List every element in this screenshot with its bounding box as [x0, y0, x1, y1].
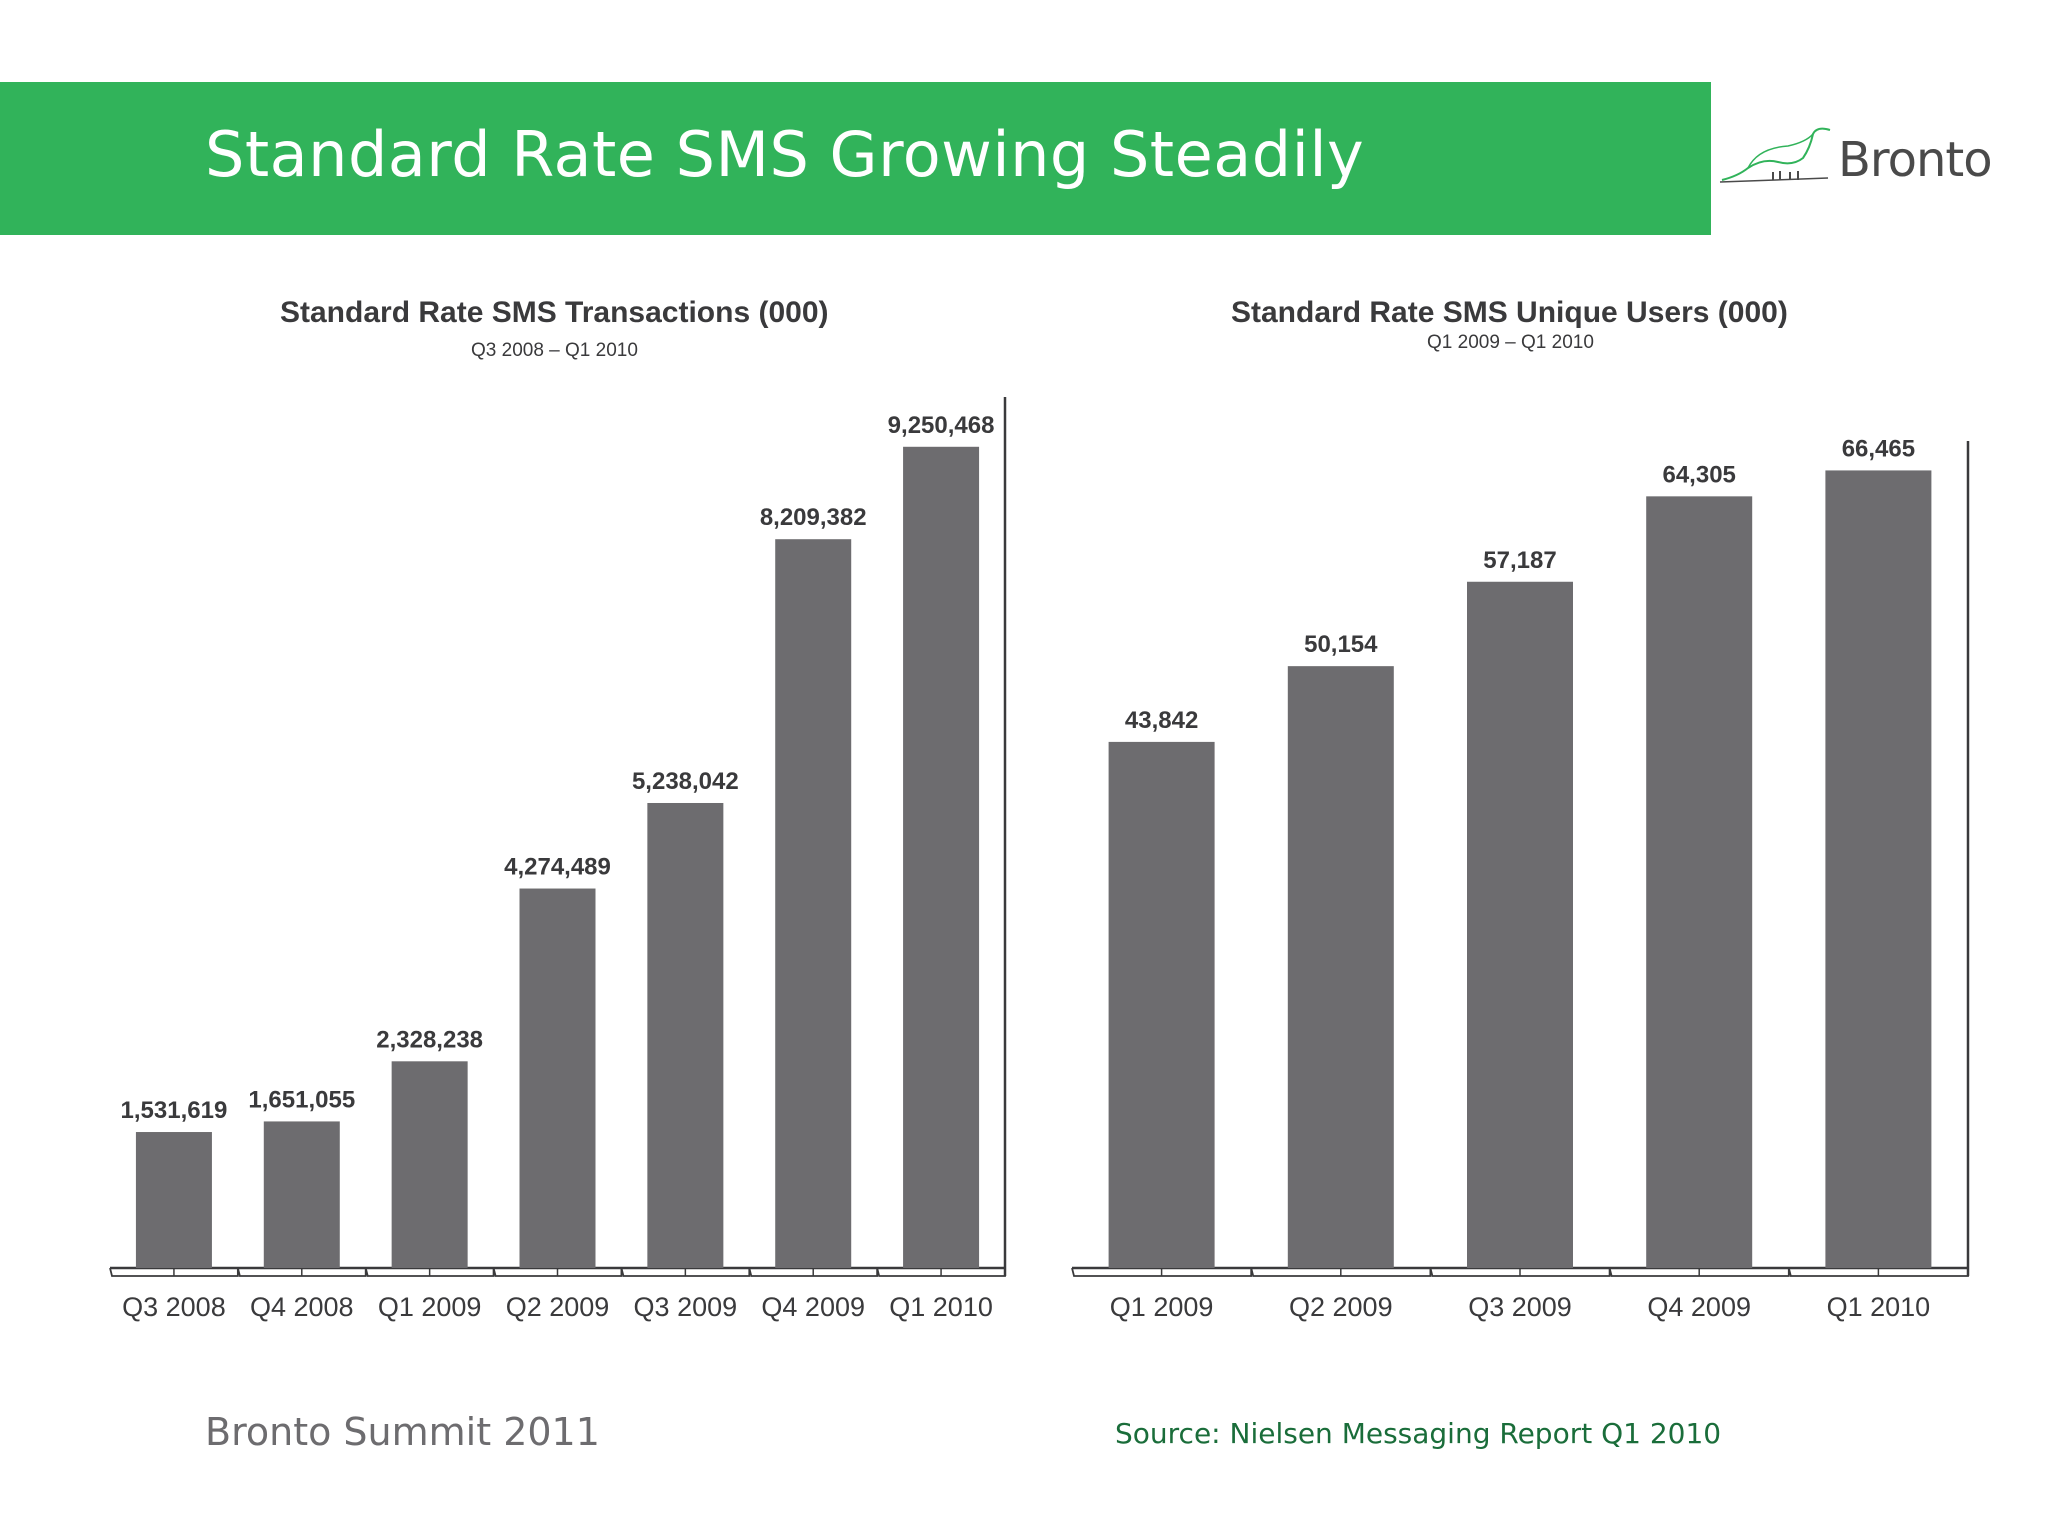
chart1-bar — [647, 803, 723, 1268]
chart1-data-label: 1,531,619 — [121, 1097, 228, 1124]
chart1-data-label: 8,209,382 — [760, 504, 867, 531]
chart1-category-label: Q1 2010 — [889, 1292, 993, 1322]
chart1-bar — [264, 1121, 340, 1268]
chart2-category-label: Q4 2009 — [1647, 1292, 1751, 1322]
chart2-bar — [1288, 666, 1394, 1268]
footer-event: Bronto Summit 2011 — [205, 1410, 600, 1454]
chart2-data-label: 66,465 — [1842, 435, 1915, 462]
chart1-bar — [775, 539, 851, 1268]
chart1-category-label: Q3 2009 — [634, 1292, 738, 1322]
chart1-category-label: Q2 2009 — [506, 1292, 610, 1322]
chart2-bar — [1646, 496, 1752, 1268]
chart2-category-label: Q1 2009 — [1110, 1292, 1214, 1322]
chart2-category-label: Q1 2010 — [1827, 1292, 1931, 1322]
chart2-data-label: 50,154 — [1304, 631, 1378, 658]
chart1-data-label: 5,238,042 — [632, 768, 739, 795]
chart1-category-label: Q4 2008 — [250, 1292, 354, 1322]
chart2-category-label: Q2 2009 — [1289, 1292, 1393, 1322]
chart2-bar — [1109, 742, 1215, 1268]
chart1-category-label: Q1 2009 — [378, 1292, 482, 1322]
chart1-category-label: Q3 2008 — [122, 1292, 226, 1322]
chart2-data-label: 57,187 — [1483, 547, 1556, 574]
chart2-category-label: Q3 2009 — [1468, 1292, 1572, 1322]
chart1-bar — [392, 1061, 468, 1268]
chart1-data-label: 9,250,468 — [888, 412, 995, 439]
chart2-bar — [1467, 582, 1573, 1268]
chart1-data-label: 4,274,489 — [504, 854, 611, 881]
chart1-bar — [136, 1132, 212, 1268]
chart1-data-label: 2,328,238 — [376, 1026, 483, 1053]
chart1-data-label: 1,651,055 — [248, 1086, 355, 1113]
chart2-data-label: 64,305 — [1662, 461, 1735, 488]
chart1-category-label: Q4 2009 — [761, 1292, 865, 1322]
chart2-bar — [1825, 470, 1931, 1268]
footer-source: Source: Nielsen Messaging Report Q1 2010 — [1115, 1417, 1721, 1450]
chart2-data-label: 43,842 — [1125, 707, 1198, 734]
chart1-bar — [520, 889, 596, 1268]
chart1-bar — [903, 447, 979, 1268]
